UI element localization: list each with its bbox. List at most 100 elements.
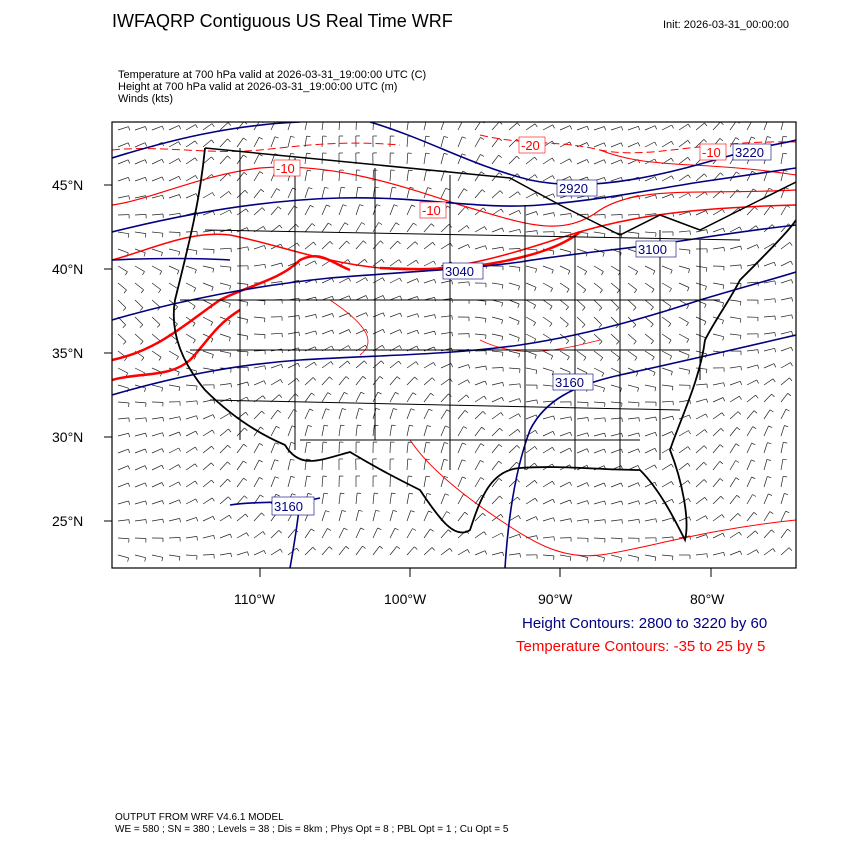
wind-barb	[780, 476, 784, 488]
wind-barb	[168, 231, 181, 233]
wind-barb-flag	[196, 536, 198, 541]
wind-barb	[729, 427, 738, 437]
wind-barb	[780, 393, 788, 403]
wind-barb-flag	[499, 427, 503, 432]
wind-barb-flag	[447, 529, 452, 533]
wind-barb-flag	[499, 495, 503, 500]
wind-barb-flag	[445, 425, 450, 428]
wind-barb	[729, 189, 738, 199]
wind-barb	[304, 528, 312, 539]
height-label-3160-east: 3160	[555, 375, 584, 390]
wind-barb-flag	[416, 278, 420, 283]
wind-barb	[423, 425, 428, 437]
wind-barb	[151, 265, 162, 272]
wind-barb	[406, 458, 409, 471]
wind-barb	[525, 192, 536, 199]
wind-barb-flag	[145, 417, 147, 422]
wind-barb-flag	[443, 459, 448, 461]
wind-barb	[525, 516, 537, 522]
wind-barb	[542, 480, 553, 488]
wind-barb-flag	[393, 204, 398, 207]
wind-barb	[780, 242, 791, 250]
wind-barb	[780, 223, 789, 233]
wind-barb	[610, 316, 619, 326]
wind-barb	[627, 554, 639, 558]
wind-barb-flag	[567, 356, 570, 361]
wind-barb	[559, 231, 572, 234]
wind-barb-flag	[381, 360, 385, 365]
wind-barb-flag	[722, 209, 725, 213]
wind-barb-flag	[174, 323, 178, 328]
wind-barb	[576, 299, 586, 308]
wind-barb-flag	[485, 245, 488, 250]
wind-barb-flag	[376, 204, 381, 207]
wind-barb-flag	[517, 496, 521, 501]
wind-barb-flag	[174, 306, 178, 311]
wind-barb-flag	[534, 354, 537, 359]
wind-barb-flag	[410, 408, 415, 411]
wind-barb-flag	[140, 289, 144, 294]
wind-barb	[525, 414, 537, 420]
wind-barb-flag	[604, 177, 607, 182]
wind-barb	[219, 265, 231, 268]
wind-barb	[661, 384, 673, 387]
wind-barb-flag	[516, 479, 520, 483]
wind-barb	[746, 349, 758, 352]
wind-barb	[763, 529, 772, 539]
wind-barb	[525, 367, 537, 371]
wind-barb-flag	[179, 416, 181, 421]
wind-barb	[372, 259, 382, 267]
wind-barb	[338, 295, 350, 301]
wind-barb	[202, 192, 213, 199]
wind-barb	[661, 193, 673, 199]
wind-barb-flag	[565, 323, 569, 328]
wind-barb	[491, 460, 499, 471]
wind-barb	[423, 187, 429, 199]
wind-barb	[542, 447, 553, 454]
wind-barb	[695, 497, 705, 505]
wind-barb	[746, 410, 755, 420]
wind-barb-flag	[671, 158, 674, 162]
wind-barb	[559, 316, 569, 325]
wind-barb-flag	[230, 383, 232, 388]
wind-barb-flag	[654, 499, 658, 505]
wind-barb-flag	[292, 187, 297, 190]
wind-barb	[542, 517, 554, 522]
wind-barb	[236, 381, 248, 386]
wind-barb-flag	[615, 324, 619, 328]
wind-barb	[695, 333, 707, 339]
wind-barb-flag	[654, 125, 658, 130]
wind-barb	[423, 547, 433, 556]
wind-barb-flag	[502, 382, 504, 387]
wind-barb-flag	[410, 510, 415, 513]
wind-barb	[559, 416, 571, 420]
wind-barb	[304, 223, 313, 233]
wind-barb	[406, 376, 415, 386]
wind-barb	[287, 529, 296, 539]
wind-barb	[763, 511, 771, 522]
wind-barb-flag	[162, 417, 164, 422]
wind-barb-flag	[637, 142, 641, 147]
wind-barb-flag	[637, 465, 641, 470]
wind-barb	[627, 213, 640, 216]
wind-barb	[338, 240, 347, 250]
wind-barb	[508, 122, 518, 131]
wind-barb	[236, 551, 248, 556]
wind-barb-flag	[139, 324, 144, 328]
wind-barb-flag	[430, 528, 434, 532]
wind-barb-flag	[687, 157, 691, 161]
wind-barb-flag	[178, 447, 181, 452]
wind-barb	[576, 265, 587, 272]
wind-barb	[321, 376, 330, 386]
wind-barb	[457, 281, 469, 284]
wind-barb-flag	[463, 426, 468, 429]
wind-barb-flag	[688, 516, 692, 521]
wind-barb	[168, 194, 180, 199]
wind-barb	[202, 210, 214, 216]
wind-barb	[712, 412, 723, 420]
wind-barb	[491, 282, 503, 286]
wind-barb-flag	[480, 460, 484, 463]
wind-barb	[729, 316, 741, 320]
wind-barb	[695, 429, 706, 437]
